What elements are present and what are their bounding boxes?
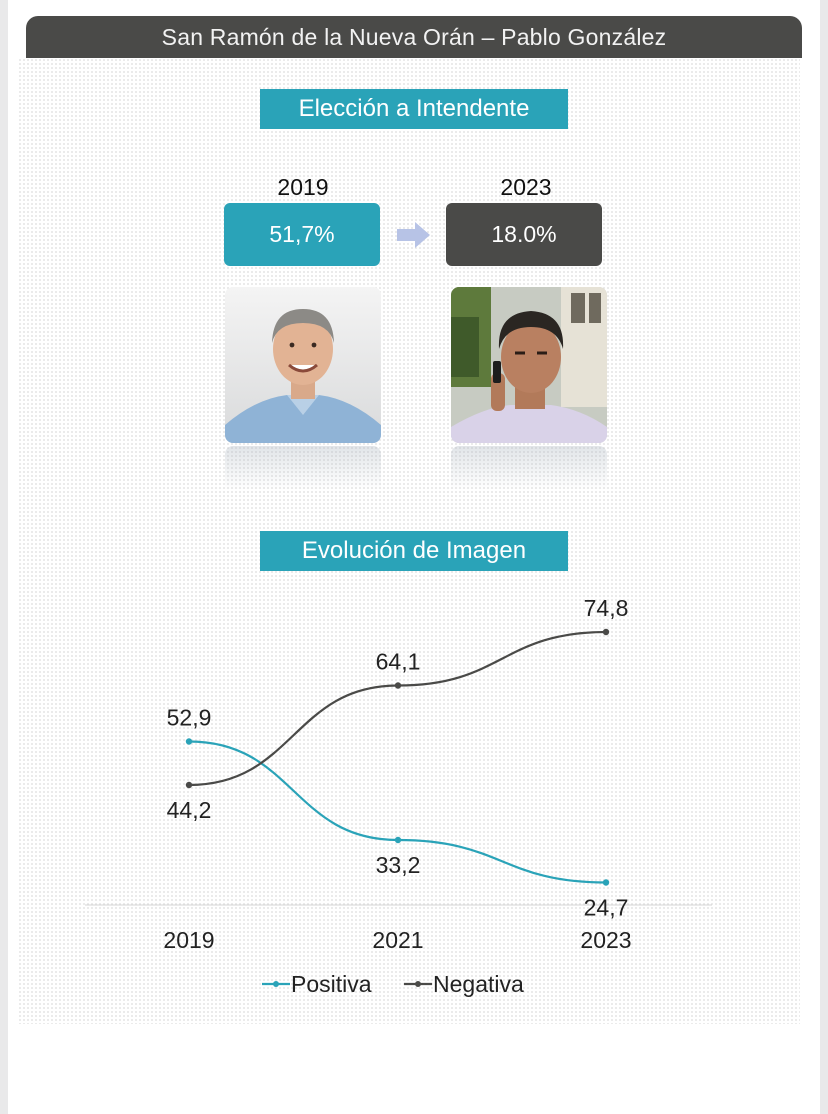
result-2023-box: 18.0%: [446, 203, 602, 266]
data-label-negativa: 44,2: [167, 797, 212, 823]
candidate-photo-2019: [225, 287, 381, 443]
year-label-2019: 2019: [277, 174, 329, 200]
photo-reflection-2019: [225, 446, 381, 490]
image-evolution-heading: Evolución de Imagen: [260, 531, 568, 571]
data-label-positiva: 52,9: [167, 705, 212, 731]
data-point-negativa: [602, 628, 610, 636]
data-point-negativa: [394, 682, 402, 689]
x-tick-label: 2019: [163, 927, 214, 953]
data-label-negativa: 74,8: [584, 595, 629, 621]
data-point-positiva: [394, 836, 402, 844]
x-tick-label: 2021: [372, 927, 423, 953]
data-label-negativa: 64,1: [376, 649, 421, 675]
x-tick-label: 2023: [580, 927, 631, 953]
arrow-right-icon: [397, 222, 430, 248]
legend-label-positiva: Positiva: [291, 971, 372, 997]
legend-label-negativa: Negativa: [433, 971, 524, 997]
data-label-positiva: 24,7: [584, 895, 629, 921]
data-label-positiva: 33,2: [376, 852, 421, 878]
legend-marker-positiva: [273, 981, 279, 987]
legend-marker-negativa: [415, 981, 421, 987]
page-title: San Ramón de la Nueva Orán – Pablo Gonzá…: [26, 16, 802, 58]
data-point-positiva: [602, 879, 610, 886]
photo-reflection-2023: [451, 446, 607, 490]
year-label-2023: 2023: [500, 174, 552, 200]
election-heading: Elección a Intendente: [260, 89, 568, 129]
data-point-positiva: [185, 738, 193, 745]
data-point-negativa: [185, 781, 193, 789]
candidate-photo-2023: [451, 287, 607, 443]
result-2019-box: 51,7%: [224, 203, 380, 266]
